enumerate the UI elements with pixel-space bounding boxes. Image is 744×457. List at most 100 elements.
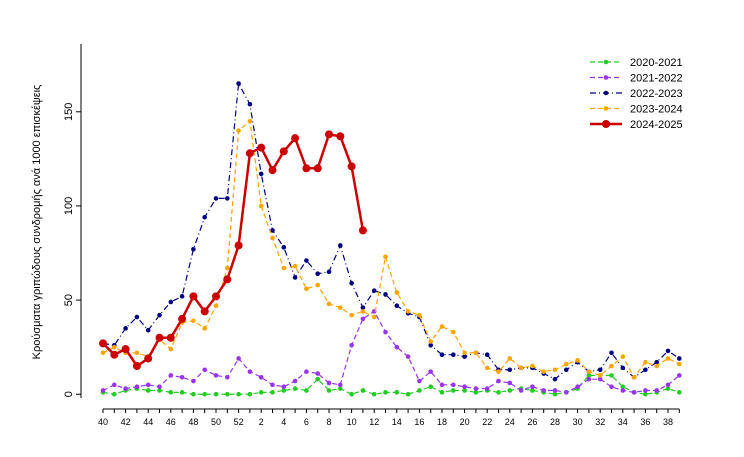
- data-point: [609, 384, 614, 390]
- series-line: [102, 132, 365, 368]
- data-point: [338, 243, 343, 248]
- data-point: [292, 263, 298, 269]
- data-point: [179, 390, 185, 395]
- data-point: [677, 390, 682, 395]
- data-point: [507, 367, 513, 373]
- data-point: [677, 373, 682, 378]
- data-point: [654, 388, 659, 393]
- data-point: [484, 365, 490, 371]
- data-point: [302, 164, 311, 173]
- data-point: [168, 373, 174, 378]
- series-line: [102, 81, 680, 380]
- data-point: [270, 382, 275, 388]
- data-point: [304, 369, 309, 374]
- data-point: [191, 378, 196, 384]
- data-point: [223, 275, 232, 284]
- data-point: [417, 312, 422, 318]
- data-point: [234, 241, 243, 250]
- legend-point: [603, 90, 609, 96]
- x-tick-label: 10: [347, 417, 357, 427]
- data-point: [620, 388, 626, 393]
- legend-point: [603, 106, 609, 111]
- data-point: [202, 391, 207, 397]
- data-point: [292, 275, 298, 280]
- legend-label: 2020-2021: [630, 57, 683, 69]
- data-point: [643, 391, 648, 397]
- data-point: [405, 391, 411, 397]
- data-point: [270, 390, 275, 395]
- data-point: [134, 350, 140, 356]
- x-tick-label: 24: [505, 417, 515, 427]
- data-point: [665, 348, 671, 354]
- legend-label: 2022-2023: [630, 88, 683, 100]
- data-point: [236, 128, 241, 133]
- data-point: [439, 390, 445, 395]
- data-point: [168, 299, 174, 305]
- data-point: [349, 280, 354, 286]
- data-point: [428, 342, 434, 348]
- data-point: [631, 390, 637, 395]
- data-point: [654, 363, 659, 369]
- x-tick-label: 20: [460, 417, 470, 427]
- legend-point: [603, 59, 609, 65]
- data-point: [258, 203, 264, 209]
- data-point: [358, 226, 367, 235]
- x-tick-label: 30: [573, 417, 583, 427]
- x-tick-label: 6: [304, 417, 309, 427]
- data-point: [552, 391, 558, 397]
- data-point: [597, 373, 603, 378]
- data-point: [383, 329, 388, 335]
- data-point: [518, 388, 524, 393]
- data-point: [383, 254, 388, 260]
- data-point: [507, 356, 513, 361]
- data-point: [134, 314, 140, 320]
- data-point: [383, 292, 388, 297]
- x-tick-label: 38: [663, 417, 673, 427]
- data-point: [225, 196, 230, 201]
- data-point: [189, 292, 198, 301]
- data-point: [338, 305, 343, 310]
- series-line: [102, 120, 680, 379]
- data-point: [347, 162, 356, 171]
- data-point: [394, 303, 400, 309]
- x-tick-label: 4: [281, 417, 286, 427]
- x-tick-label: 52: [234, 417, 244, 427]
- legend-point: [602, 120, 610, 128]
- data-point: [326, 269, 332, 275]
- y-tick-label: 50: [63, 294, 75, 306]
- data-point: [360, 388, 366, 393]
- x-tick-label: 40: [98, 417, 108, 427]
- data-point: [338, 386, 343, 391]
- data-point: [665, 382, 671, 388]
- data-point: [451, 329, 456, 335]
- data-point: [518, 365, 524, 371]
- data-point: [132, 361, 141, 370]
- data-point: [507, 380, 513, 386]
- data-point: [213, 196, 219, 201]
- data-point: [473, 390, 479, 395]
- data-point: [383, 390, 388, 395]
- y-tick-label: 150: [63, 103, 75, 121]
- data-point: [191, 391, 196, 397]
- data-point: [349, 312, 354, 318]
- data-point: [677, 356, 682, 361]
- data-point: [349, 342, 354, 348]
- data-point: [371, 391, 377, 397]
- data-point: [247, 391, 253, 397]
- data-point: [202, 214, 207, 220]
- data-point: [620, 354, 626, 359]
- data-point: [257, 143, 266, 152]
- data-point: [530, 388, 535, 393]
- data-point: [541, 388, 546, 393]
- data-point: [530, 384, 535, 390]
- data-point: [292, 386, 298, 391]
- data-point: [439, 352, 445, 357]
- data-point: [496, 369, 501, 374]
- data-point: [213, 303, 219, 309]
- x-tick-label: 22: [482, 417, 492, 427]
- data-point: [326, 301, 332, 307]
- data-point: [236, 391, 241, 397]
- x-tick-label: 8: [326, 417, 331, 427]
- data-point: [270, 228, 275, 233]
- data-point: [360, 305, 366, 310]
